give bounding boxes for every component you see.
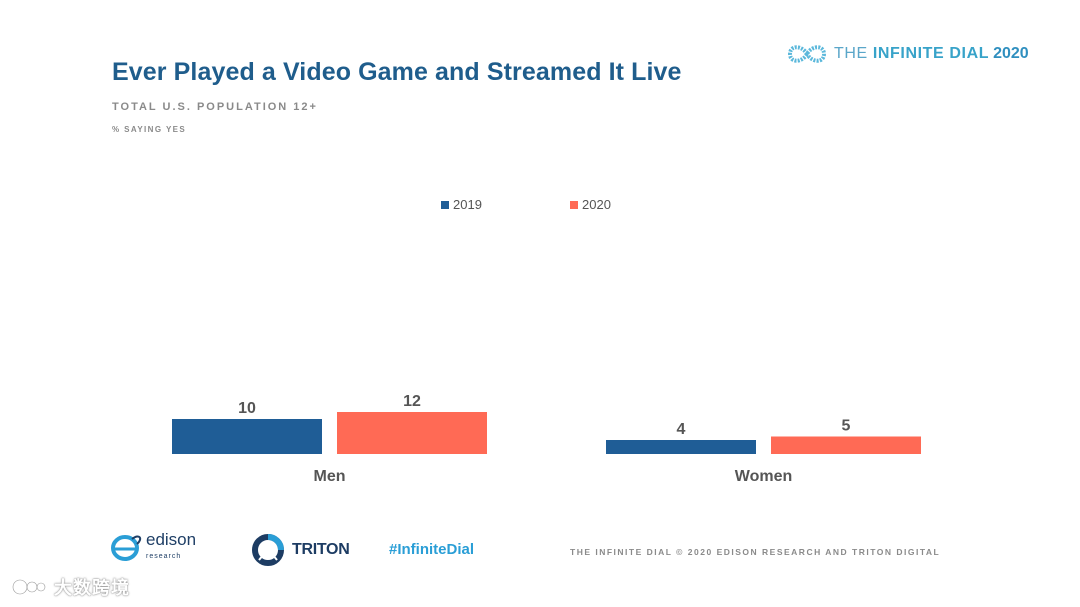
triton-logo: TRITON [250, 532, 350, 568]
footer-copyright: THE INFINITE DIAL © 2020 EDISON RESEARCH… [570, 547, 941, 557]
data-label-women-2020: 5 [842, 418, 851, 435]
infinite-dial-brand: THE INFINITE DIAL 2020 [786, 42, 1029, 66]
bar-women-2019 [606, 440, 756, 454]
bar-women-2020 [771, 436, 921, 454]
edison-name: edison [146, 529, 197, 549]
data-label-men-2020: 12 [403, 393, 421, 410]
triton-name: TRITON [292, 541, 350, 558]
hashtag[interactable]: #InfiniteDial [389, 541, 475, 558]
legend-label-2019: 2019 [453, 197, 482, 212]
brand-name: INFINITE DIAL [872, 45, 990, 62]
brand-text: THE INFINITE DIAL [834, 45, 989, 63]
legend-label-2020: 2020 [582, 197, 611, 212]
category-label-women: Women [735, 468, 792, 485]
edison-swirl-icon [111, 535, 142, 561]
chart-note: % SAYING YES [112, 125, 187, 134]
bar-men-2019 [172, 419, 322, 454]
legend-swatch-2020 [570, 201, 578, 209]
edison-research-logo: edison research [110, 531, 196, 565]
data-label-men-2019: 10 [238, 400, 256, 417]
chart-subtitle: TOTAL U.S. POPULATION 12+ [112, 101, 318, 113]
brand-year: 2020 [993, 45, 1029, 62]
edison-sub: research [146, 552, 182, 560]
bars: 10 12 Men 4 5 Women [172, 393, 921, 485]
chart-title: Ever Played a Video Game and Streamed It… [112, 58, 682, 86]
legend: 2019 2020 [441, 197, 611, 212]
brand-prefix: THE [834, 45, 873, 62]
watermark: 大数跨境 [10, 574, 130, 600]
category-label-men: Men [314, 468, 346, 485]
watermark-text: 大数跨境 [54, 578, 130, 598]
triton-ring-icon [252, 534, 284, 566]
watermark-logo-icon [11, 578, 47, 596]
legend-swatch-2019 [441, 201, 449, 209]
bar-men-2020 [337, 412, 487, 454]
infinity-logo-icon [787, 45, 827, 63]
data-label-women-2019: 4 [677, 421, 686, 438]
